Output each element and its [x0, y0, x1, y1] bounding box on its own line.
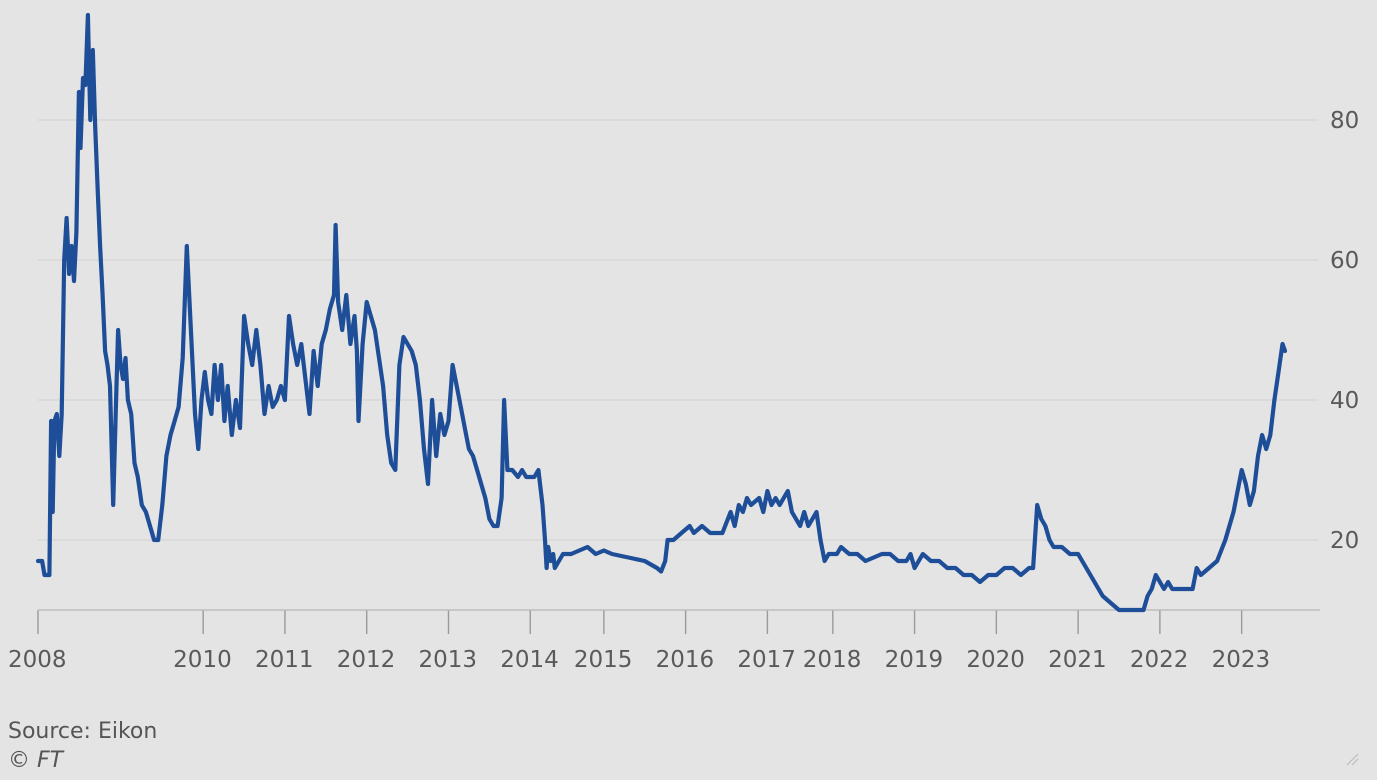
- x-tick-label: 2016: [656, 647, 715, 673]
- grid-layer: [38, 119, 1318, 541]
- y-tick-label: 60: [1330, 248, 1359, 274]
- x-tick-label: 2008: [8, 647, 67, 673]
- chart-svg: 20 40 60 80 2008 2010 2011 2012 2013 2014 2015 201…: [8, 12, 1359, 673]
- source-note: Source: Eikon: [8, 719, 158, 744]
- x-tick-label: 2014: [500, 647, 559, 673]
- x-tick-label: 2011: [255, 647, 314, 673]
- x-tick-label: 2020: [966, 647, 1025, 673]
- x-tick-label: 2017: [737, 647, 796, 673]
- series-line: [35, 12, 1288, 613]
- resize-grip-icon: [1346, 753, 1359, 766]
- y-tick-label: 80: [1330, 108, 1359, 134]
- x-tick-label: 2021: [1048, 647, 1107, 673]
- x-tick-label: 2019: [885, 647, 944, 673]
- x-tick-label: 2012: [337, 647, 396, 673]
- x-tick-label: 2018: [803, 647, 862, 673]
- y-tick-label: 20: [1330, 528, 1359, 554]
- y-tick-layer: 20 40 60 80: [1330, 108, 1359, 554]
- x-tick-label: 2010: [173, 647, 232, 673]
- y-tick-label: 40: [1330, 388, 1359, 414]
- x-tick-label: 2022: [1130, 647, 1189, 673]
- x-tick-label: 2013: [418, 647, 477, 673]
- x-tick-layer: 2008 2010 2011 2012 2013 2014 2015 2016 2017 2018…: [8, 610, 1270, 673]
- x-tick-label: 2015: [574, 647, 633, 673]
- credit-note: © FT: [8, 748, 64, 773]
- x-tick-label: 2023: [1212, 647, 1271, 673]
